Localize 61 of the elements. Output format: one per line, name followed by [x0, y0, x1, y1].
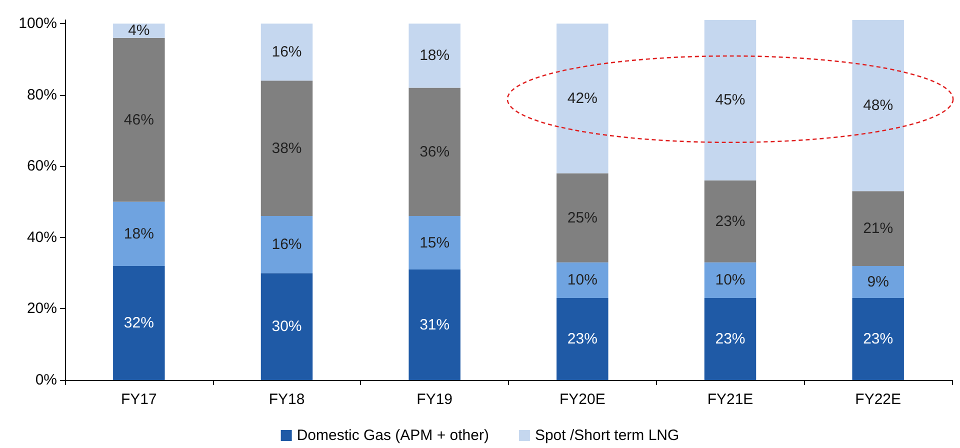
data-label: 45% — [715, 92, 746, 109]
data-label: 10% — [715, 272, 746, 289]
data-label: 23% — [863, 330, 894, 348]
y-tick-label: 0% — [35, 372, 57, 388]
bar — [408, 270, 460, 380]
bar — [704, 262, 756, 298]
legend-label: Spot /Short term LNG — [534, 427, 680, 444]
bar — [260, 216, 313, 274]
bar — [852, 191, 904, 266]
bar — [556, 298, 608, 380]
x-tick-label: FY21E — [707, 391, 754, 408]
bar — [556, 262, 608, 298]
bar — [852, 20, 904, 192]
data-label: 38% — [272, 140, 302, 157]
x-tick-label: FY22E — [855, 391, 902, 408]
bar — [113, 38, 165, 202]
data-label: 25% — [567, 209, 598, 226]
x-tick-label: FY20E — [559, 391, 606, 408]
data-label: 23% — [567, 330, 598, 348]
data-label: 32% — [124, 314, 154, 332]
y-tick-label: 40% — [26, 228, 57, 246]
bar — [408, 88, 460, 216]
bar — [260, 80, 313, 216]
data-label: 31% — [420, 316, 450, 334]
data-label: 21% — [863, 220, 894, 238]
data-label: 9% — [867, 273, 889, 290]
y-tick-label: 60% — [26, 158, 57, 175]
bar — [408, 24, 460, 88]
data-label: 48% — [863, 97, 894, 114]
bar — [704, 20, 756, 180]
bar — [852, 266, 904, 298]
bar — [704, 298, 756, 380]
data-label: 18% — [420, 47, 450, 64]
bar — [852, 298, 904, 380]
bar — [408, 216, 460, 270]
data-label: 18% — [124, 225, 154, 242]
y-tick-label: 100% — [18, 15, 57, 32]
data-label: 23% — [715, 330, 746, 348]
y-tick-label: 80% — [26, 86, 57, 104]
data-label: 4% — [128, 22, 150, 40]
y-tick-label: 20% — [26, 300, 57, 318]
bar — [113, 266, 165, 380]
bar — [113, 202, 165, 266]
bar — [260, 273, 313, 380]
bar — [260, 24, 313, 81]
data-label: 16% — [272, 44, 302, 61]
data-label: 46% — [124, 111, 154, 128]
data-label: 36% — [420, 143, 450, 160]
legend-label: Domestic Gas (APM + other) — [296, 427, 489, 444]
bar — [704, 180, 756, 262]
x-tick-label: FY19 — [416, 391, 453, 408]
data-label: 15% — [420, 234, 450, 252]
data-label: 42% — [567, 90, 598, 107]
bar — [556, 24, 608, 174]
bar — [556, 173, 608, 262]
data-label: 23% — [715, 212, 746, 230]
data-label: 10% — [567, 272, 598, 289]
x-tick-label: FY17 — [120, 391, 157, 408]
x-tick-label: FY18 — [268, 391, 305, 408]
data-label: 16% — [272, 236, 302, 254]
data-label: 30% — [272, 318, 302, 336]
